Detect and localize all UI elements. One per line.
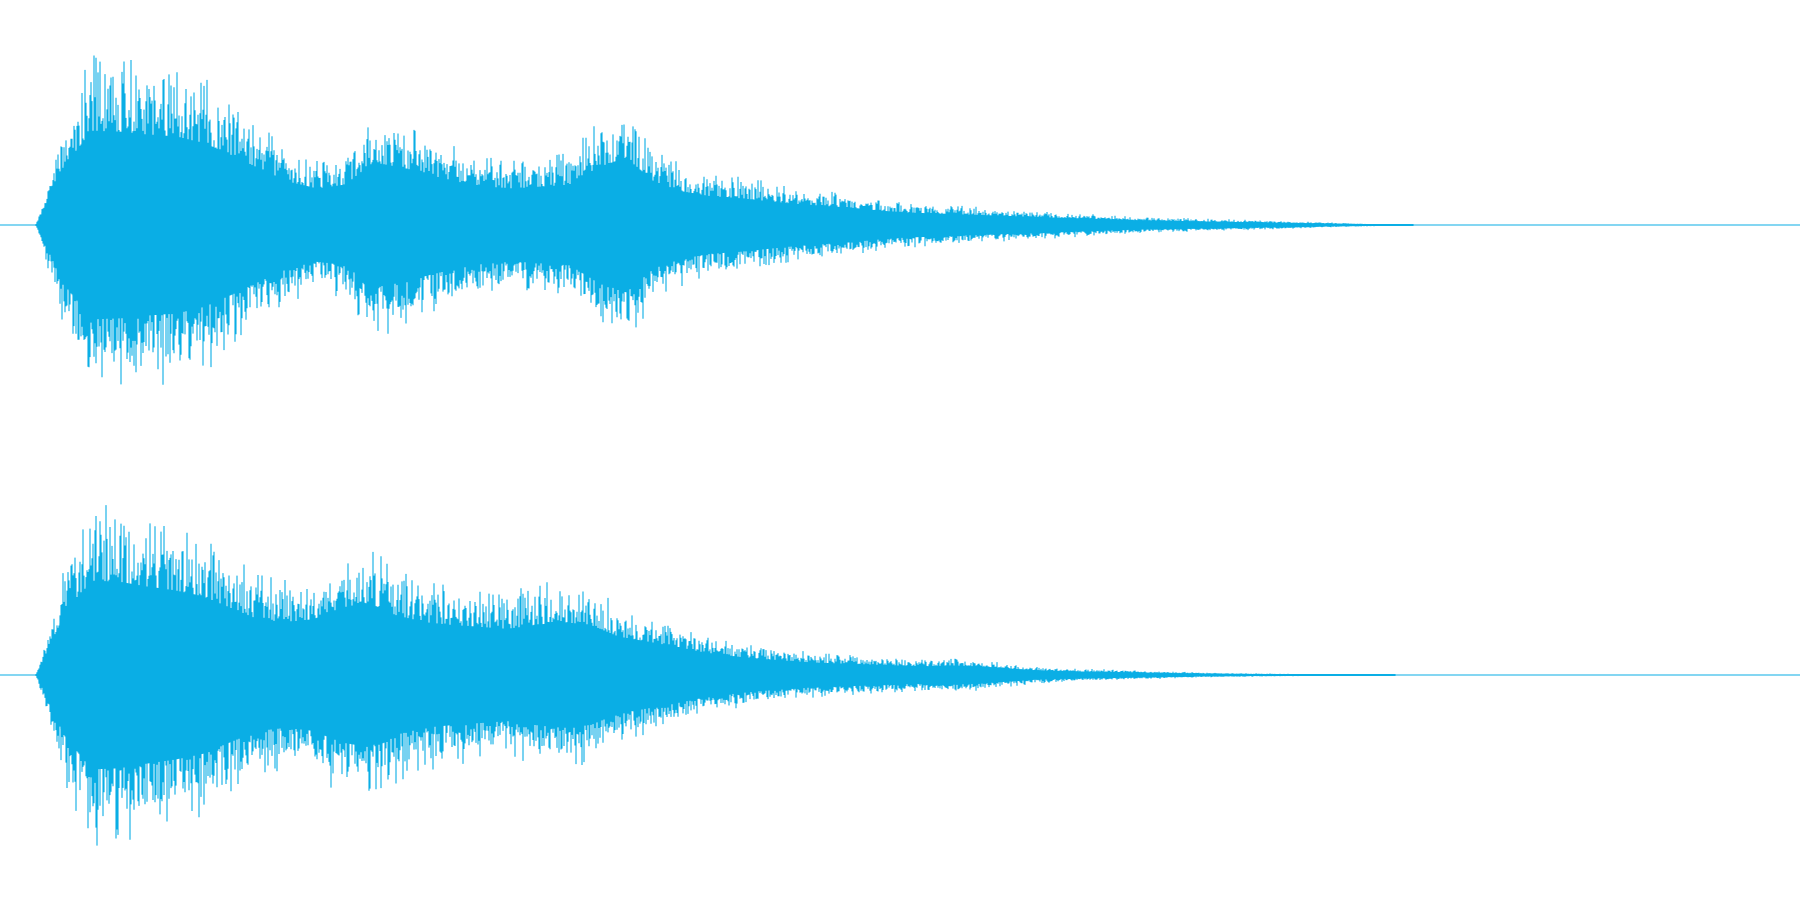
right-channel-waveform — [0, 505, 1800, 846]
left-channel-waveform — [0, 55, 1800, 385]
waveform-core — [36, 580, 1388, 770]
waveform-core — [36, 130, 1411, 320]
